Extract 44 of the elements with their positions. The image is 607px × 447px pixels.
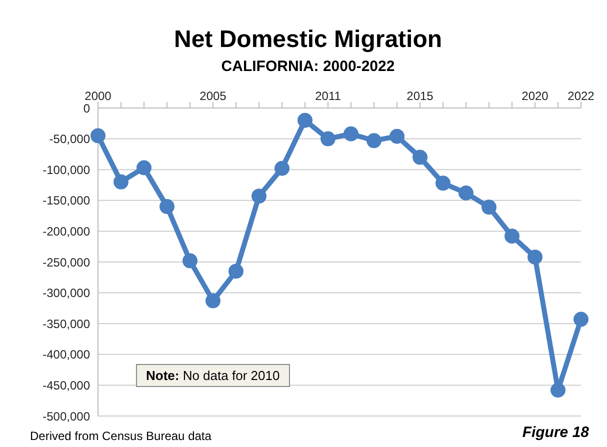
chart-subtitle: CALIFORNIA: 2000-2022 [220,58,396,75]
y-tick-label: 0 [83,101,90,116]
annotation: Note: No data for 2010 [136,364,290,387]
y-tick-label: -100,000 [42,162,90,177]
y-tick-label: -400,000 [42,348,90,362]
x-tick-label: 2000 [84,89,112,103]
point [228,264,244,279]
point [436,176,450,191]
chart-title: Net Domestic Migration [172,26,444,54]
point [458,186,474,201]
y-tick-label: -200,000 [42,224,90,238]
point [136,160,152,176]
y-tick-label: -500,000 [42,409,90,424]
y-tick-label: -300,000 [42,286,90,300]
point [90,128,106,144]
point [320,131,336,146]
x-tick-label: 2020 [522,89,549,103]
point [528,250,542,265]
point [252,188,266,204]
x-tick-label: 2015 [406,89,434,103]
point [298,112,312,128]
y-tick-label: -250,000 [42,255,90,270]
point [274,160,290,176]
y-tick-label: -350,000 [42,316,90,331]
x-tick-label: 2011 [315,89,342,103]
point [344,126,358,142]
point [550,382,566,398]
y-tick-label: -150,000 [42,194,90,208]
point [366,133,382,148]
point [412,150,428,165]
point [482,200,496,215]
caption: Figure 18 [522,424,589,441]
y-tick-label: -50,000 [49,132,90,146]
x-tick-label: 2005 [200,89,227,103]
y-tick-label: -450,000 [42,378,90,392]
point [182,253,198,268]
text: Derived from Census Bureau data [30,429,212,443]
point [574,312,588,327]
point [206,293,220,308]
point [160,199,174,214]
point [504,228,520,244]
point [390,128,404,144]
point [114,174,128,190]
x-tick-label: 2022 [568,89,595,103]
